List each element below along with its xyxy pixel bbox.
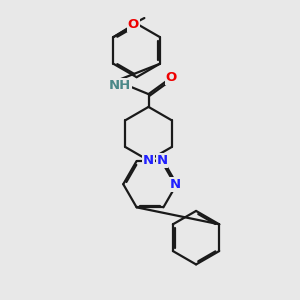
Text: N: N [156, 154, 167, 167]
Text: O: O [166, 71, 177, 84]
Text: NH: NH [109, 79, 131, 92]
Text: N: N [170, 178, 181, 191]
Text: O: O [128, 18, 139, 31]
Text: N: N [143, 154, 154, 167]
